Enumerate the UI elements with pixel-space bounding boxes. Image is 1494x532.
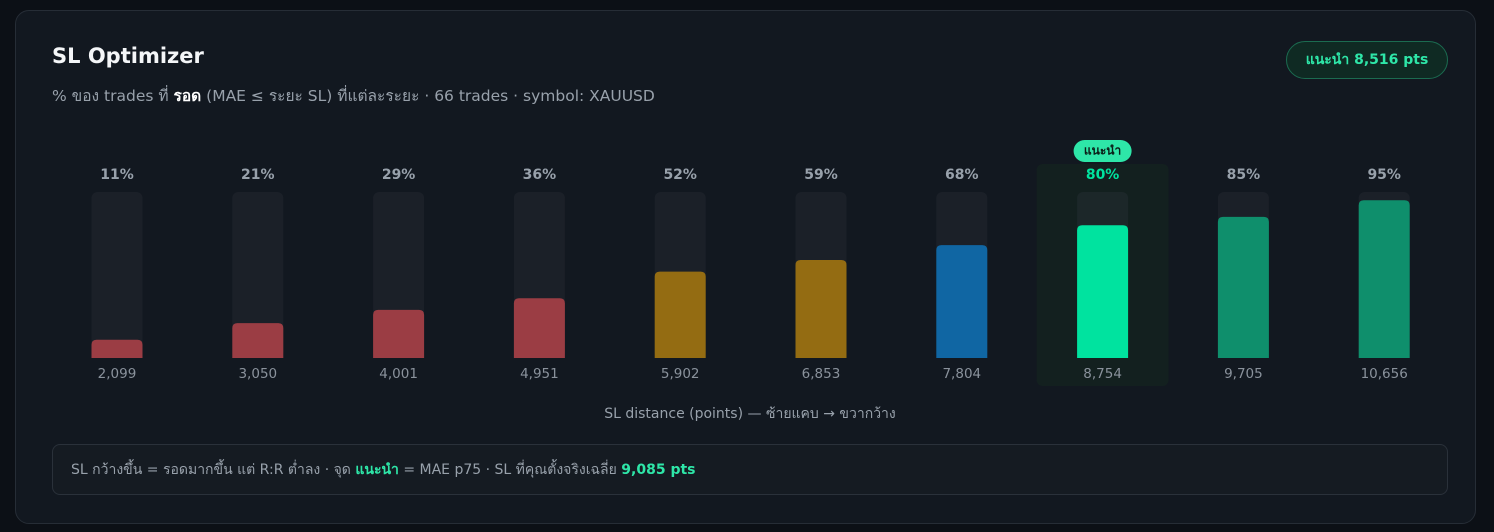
x-tick-label: 7,804 [942,366,981,382]
x-tick-label: 10,656 [1361,366,1408,382]
bar [91,339,143,358]
value-label: 11% [100,167,134,183]
value-label: 95% [1367,167,1401,183]
value-label: 59% [804,167,838,183]
chart: SL distance (points) — ซ้ายแคบ → ขวากว้า… [91,140,1410,422]
footer-emphasis: แนะนำ [355,461,399,478]
x-tick-label: 4,951 [520,366,559,382]
x-tick-label: 5,902 [661,366,700,382]
bar [513,298,565,358]
bar [373,309,425,358]
value-label: 80% [1086,167,1120,183]
subtitle-text: (MAE ≤ ระยะ SL) ที่แต่ละระยะ · 66 trades… [201,87,655,105]
bar [1358,200,1410,358]
subtitle-emphasis: รอด [173,87,202,105]
bar [1077,225,1129,358]
value-label: 36% [523,167,557,183]
value-label: 21% [241,167,275,183]
footer-emphasis: 9,085 pts [621,461,696,478]
footer-note: SL กว้างขึ้น = รอดมากขึ้น แต่ R:R ต่ำลง … [52,444,1448,495]
x-tick-label: 2,099 [98,366,137,382]
title: SL Optimizer [52,44,204,68]
bar [795,260,847,358]
bar [1217,216,1269,358]
footer-text: = MAE p75 · SL ที่คุณตั้งจริงเฉลี่ย [398,461,622,478]
x-tick-label: 3,050 [238,366,277,382]
bar-track [232,192,284,358]
value-label: 85% [1227,167,1261,183]
subtitle-text: % ของ trades ที่ [52,87,174,105]
annotation-text: แนะนำ [1084,144,1121,158]
bar-track [91,192,143,358]
x-tick-label: 9,705 [1224,366,1263,382]
recommend-badge: แนะนำ 8,516 pts [1286,41,1448,79]
x-axis-label: SL distance (points) — ซ้ายแคบ → ขวากว้า… [604,406,896,422]
x-tick-label: 8,754 [1083,366,1122,382]
annotation-pill [1073,140,1132,162]
bar [936,245,988,358]
footer-text: SL กว้างขึ้น = รอดมากขึ้น แต่ R:R ต่ำลง … [71,461,356,478]
subtitle: % ของ trades ที่ รอด (MAE ≤ ระยะ SL) ที่… [52,83,655,108]
value-label: 52% [663,167,697,183]
value-label: 68% [945,167,979,183]
x-tick-label: 6,853 [802,366,841,382]
bar [232,323,284,358]
bar [654,271,706,358]
x-tick-label: 4,001 [379,366,418,382]
value-label: 29% [382,167,416,183]
